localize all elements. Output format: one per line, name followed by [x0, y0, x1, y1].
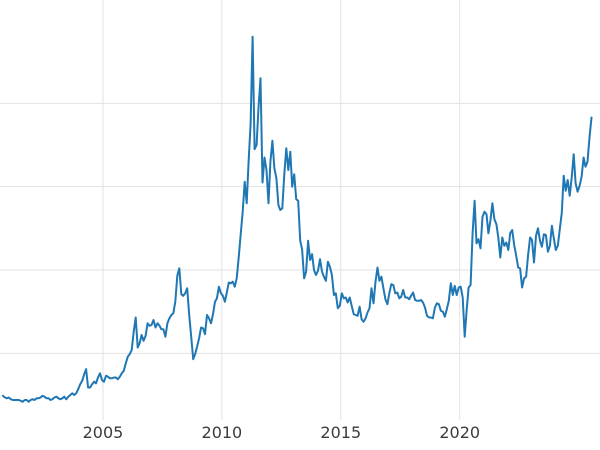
- grid: [0, 0, 600, 420]
- series-line: [1, 35, 593, 403]
- x-axis-tick-label: 2020: [439, 423, 480, 442]
- x-axis-tick-label: 2010: [202, 423, 243, 442]
- series-layer: [1, 35, 593, 403]
- x-axis-tick-label: 2005: [83, 423, 124, 442]
- x-axis-tick-label: 2015: [320, 423, 361, 442]
- x-axis: 2005 2010 2015 2020: [83, 423, 480, 442]
